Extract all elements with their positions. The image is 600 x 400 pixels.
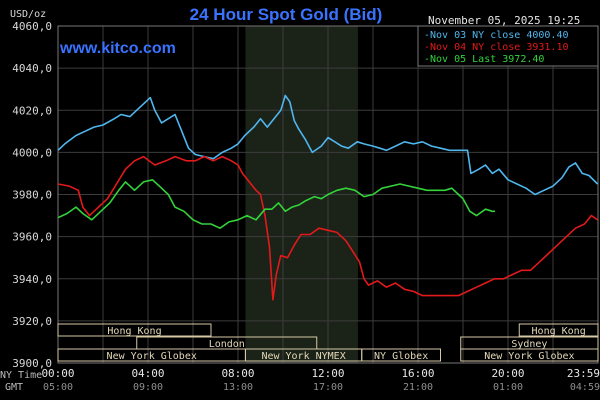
plot-frame — [57, 25, 599, 364]
legend: -Nov 03 NY close 4000.40-Nov 04 NY close… — [417, 25, 599, 67]
watermark-url: www.kitco.com — [59, 40, 176, 57]
y-tick-label: 4040,0 — [12, 62, 52, 75]
y-tick-label: 3940,0 — [12, 273, 52, 286]
x-tick-label-gmt: 04:59 — [570, 382, 600, 393]
session-bar — [518, 323, 599, 337]
session-bar — [361, 348, 441, 362]
y-tick-label: 3900,0 — [12, 357, 52, 370]
x-tick-label-gmt: 09:00 — [133, 382, 163, 393]
x-tick-label-gmt: 13:00 — [223, 382, 253, 393]
session-label: New York Globex — [107, 351, 197, 362]
y-tick-label: 4000,0 — [12, 146, 52, 159]
x-tick-label-ny: 12:00 — [311, 367, 344, 380]
legend-entry: -Nov 05 Last 3972.40 — [424, 54, 544, 65]
y-tick-label: 3960,0 — [12, 231, 52, 244]
x-row-label-gmt: GMT — [5, 382, 23, 393]
session-label: NY Globex — [374, 351, 428, 362]
session-label: New York Globex — [484, 351, 574, 362]
series-line-1 — [57, 94, 599, 196]
y-axis-unit-label: USD/oz — [10, 9, 46, 20]
x-tick-label-gmt: 01:00 — [493, 382, 523, 393]
y-tick-label: 4020,0 — [12, 104, 52, 117]
x-tick-label-ny: 00:00 — [41, 367, 74, 380]
x-row-label-ny: NY Time — [0, 370, 42, 381]
x-tick-label-ny: 20:00 — [491, 367, 524, 380]
x-tick-label-ny: 08:00 — [221, 367, 254, 380]
session-label: Sydney — [511, 339, 547, 350]
x-tick-label-gmt: 21:00 — [403, 382, 433, 393]
x-tick-label-ny: 04:00 — [131, 367, 164, 380]
session-bar — [460, 348, 599, 362]
timestamp: November 05, 2025 19:25 — [428, 14, 580, 27]
x-tick-label-ny: 23:59 — [567, 367, 600, 380]
y-tick-label: 4060,0 — [12, 20, 52, 33]
session-bar — [57, 323, 212, 337]
legend-entry: -Nov 03 NY close 4000.40 — [424, 30, 569, 41]
session-label: New York NYMEX — [261, 351, 345, 362]
session-label: Hong Kong — [532, 326, 586, 337]
y-tick-label: 3980,0 — [12, 189, 52, 202]
chart-title: 24 Hour Spot Gold (Bid) — [190, 5, 383, 24]
session-label: London — [209, 339, 245, 350]
legend-entry: -Nov 04 NY close 3931.10 — [424, 42, 569, 53]
y-tick-label: 3920,0 — [12, 315, 52, 328]
series-line-3 — [57, 179, 495, 229]
session-label: Hong Kong — [107, 326, 161, 337]
x-tick-label-gmt: 05:00 — [43, 382, 73, 393]
x-tick-label-ny: 16:00 — [401, 367, 434, 380]
series-line-2 — [57, 155, 599, 301]
legend-box — [417, 25, 599, 67]
x-tick-label-gmt: 17:00 — [313, 382, 343, 393]
